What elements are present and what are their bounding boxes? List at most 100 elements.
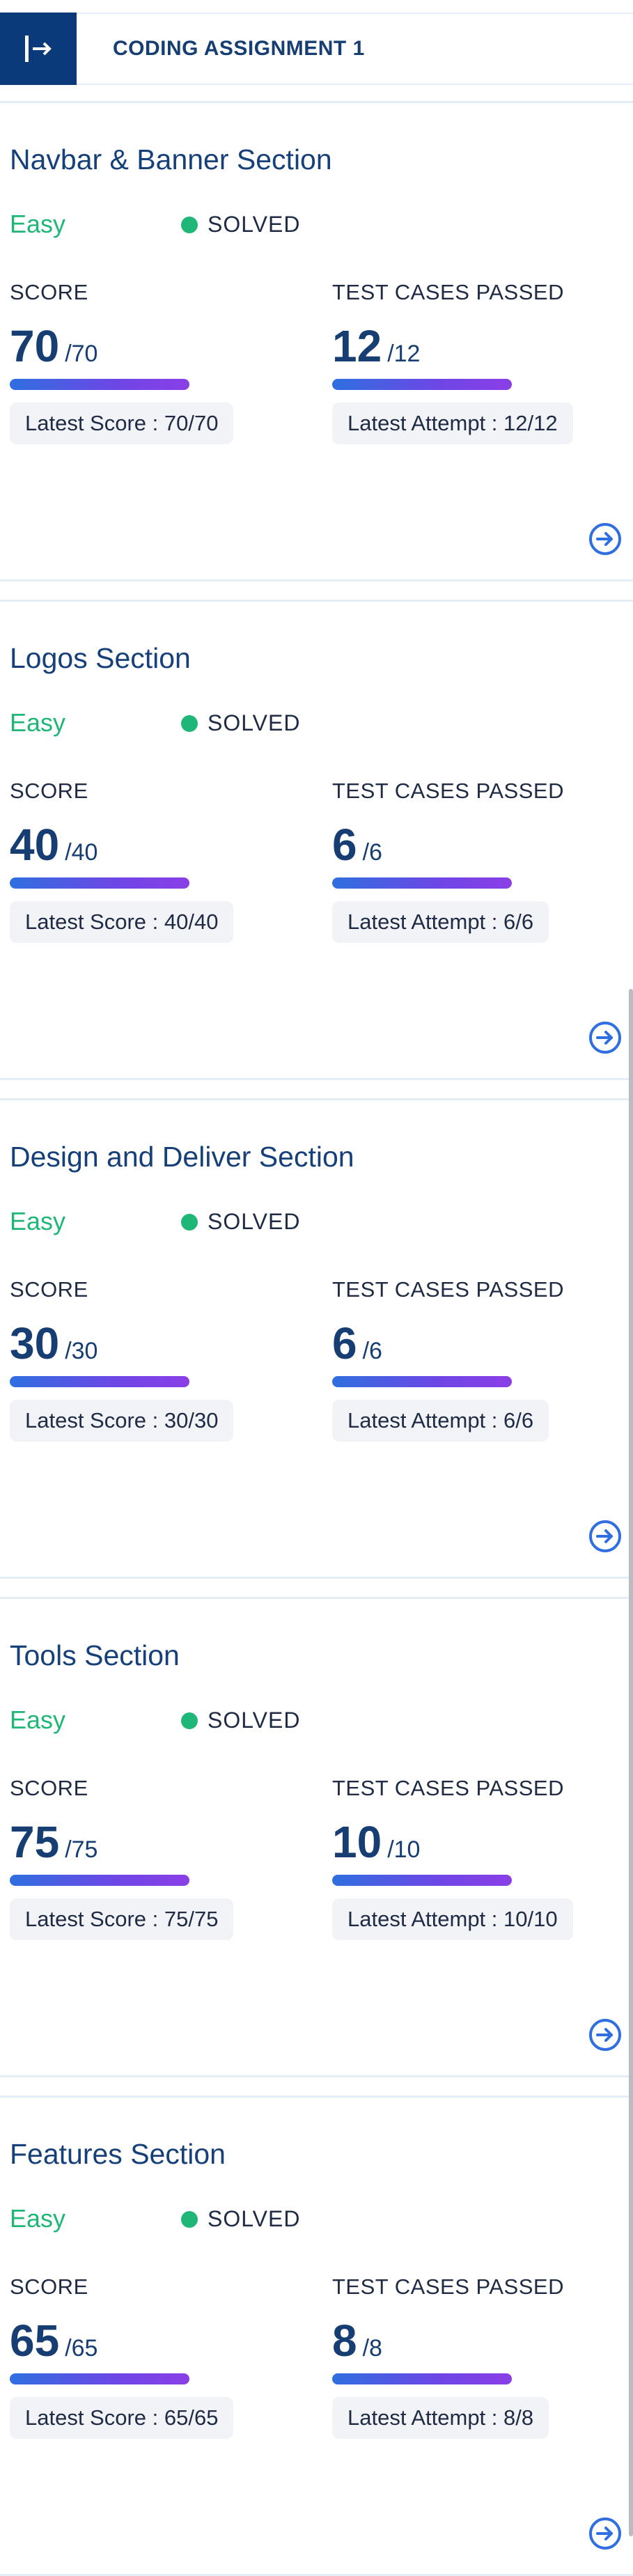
question-title[interactable]: Features Section [10,2138,226,2170]
tests-label: TEST CASES PASSED [332,280,564,304]
tests-value: 6 /6 [332,819,611,871]
arrow-right-circle-icon[interactable] [587,1020,623,1056]
difficulty-label: Easy [10,1705,66,1734]
score-progress-bar [10,2373,189,2384]
tests-total: /10 [387,1836,421,1863]
question-card[interactable]: Design and Deliver Section Easy SOLVED S… [0,1098,633,1579]
score-total: /75 [65,1836,98,1863]
score-value: 75 /75 [10,1816,288,1868]
status-text: SOLVED [208,2206,301,2231]
score-metric: SCORE 30 /30 Latest Score : 30/30 [10,1277,288,1442]
tests-value: 12 /12 [332,320,611,372]
sidebar-toggle-button[interactable] [0,13,77,85]
solved-dot-icon [181,216,198,233]
solved-dot-icon [181,715,198,732]
tests-progress-bar [332,1376,512,1387]
score-total: /65 [65,2335,98,2362]
tests-metric: TEST CASES PASSED 10 /10 Latest Attempt … [332,1776,611,1940]
arrow-right-circle-icon[interactable] [587,2515,623,2552]
tests-total: /12 [387,341,421,367]
difficulty-label: Easy [10,210,66,238]
score-number: 30 [10,1318,60,1368]
tests-number: 6 [332,1318,357,1368]
tests-number: 6 [332,820,357,870]
tests-total: /8 [362,2335,382,2362]
score-label: SCORE [10,280,88,304]
status-badge: SOLVED [181,710,300,736]
solved-dot-icon [181,1213,198,1231]
tests-progress-bar [332,1875,512,1886]
tests-total: /6 [362,839,382,866]
tests-number: 12 [332,321,382,371]
latest-attempt-pill: Latest Attempt : 6/6 [332,901,549,943]
sidebar-expand-icon [25,36,52,62]
status-badge: SOLVED [181,2206,300,2232]
score-value: 65 /65 [10,2315,288,2366]
tests-number: 10 [332,1817,382,1867]
score-number: 75 [10,1817,60,1867]
question-title[interactable]: Design and Deliver Section [10,1141,354,1173]
score-progress-bar [10,877,189,889]
tests-progress-bar [332,2373,512,2384]
tests-metric: TEST CASES PASSED 8 /8 Latest Attempt : … [332,2274,611,2439]
score-label: SCORE [10,2274,88,2299]
score-progress-bar [10,1875,189,1886]
tests-number: 8 [332,2316,357,2366]
latest-score-pill: Latest Score : 65/65 [10,2397,234,2439]
latest-score-pill: Latest Score : 40/40 [10,901,234,943]
solved-dot-icon [181,2210,198,2228]
latest-attempt-pill: Latest Attempt : 10/10 [332,1898,573,1940]
question-card[interactable]: Navbar & Banner Section Easy SOLVED SCOR… [0,101,633,581]
assignment-header: CODING ASSIGNMENT 1 [0,13,633,85]
score-progress-bar [10,379,189,390]
score-number: 70 [10,321,60,371]
score-metric: SCORE 75 /75 Latest Score : 75/75 [10,1776,288,1940]
latest-attempt-pill: Latest Attempt : 6/6 [332,1400,549,1442]
score-value: 30 /30 [10,1318,288,1369]
tests-metric: TEST CASES PASSED 6 /6 Latest Attempt : … [332,1277,611,1442]
question-title[interactable]: Logos Section [10,642,191,674]
question-title[interactable]: Tools Section [10,1639,180,1671]
latest-score-pill: Latest Score : 70/70 [10,403,234,444]
difficulty-label: Easy [10,1207,66,1235]
difficulty-label: Easy [10,708,66,737]
arrow-right-circle-icon[interactable] [587,521,623,557]
question-card[interactable]: Logos Section Easy SOLVED SCORE 40 /40 L… [0,600,633,1080]
tests-total: /6 [362,1338,382,1364]
status-text: SOLVED [208,212,301,237]
tests-value: 8 /8 [332,2315,611,2366]
latest-attempt-pill: Latest Attempt : 12/12 [332,403,573,444]
arrow-right-circle-icon[interactable] [587,2017,623,2053]
tests-label: TEST CASES PASSED [332,1277,564,1302]
page-scrollbar[interactable] [629,989,633,2536]
arrow-right-circle-icon[interactable] [587,1518,623,1554]
score-label: SCORE [10,1277,88,1302]
status-badge: SOLVED [181,1209,300,1235]
score-total: /30 [65,1338,98,1364]
score-value: 70 /70 [10,320,288,372]
score-progress-bar [10,1376,189,1387]
score-metric: SCORE 70 /70 Latest Score : 70/70 [10,280,288,444]
score-total: /70 [65,341,98,367]
status-text: SOLVED [208,1708,301,1733]
tests-value: 10 /10 [332,1816,611,1868]
status-badge: SOLVED [181,1708,300,1733]
question-card[interactable]: Features Section Easy SOLVED SCORE 65 /6… [0,2095,633,2576]
score-label: SCORE [10,1776,88,1800]
question-title[interactable]: Navbar & Banner Section [10,143,332,175]
tests-progress-bar [332,379,512,390]
tests-metric: TEST CASES PASSED 6 /6 Latest Attempt : … [332,779,611,943]
score-metric: SCORE 40 /40 Latest Score : 40/40 [10,779,288,943]
score-label: SCORE [10,779,88,803]
tests-value: 6 /6 [332,1318,611,1369]
tests-progress-bar [332,877,512,889]
tests-metric: TEST CASES PASSED 12 /12 Latest Attempt … [332,280,611,444]
score-value: 40 /40 [10,819,288,871]
status-text: SOLVED [208,710,301,735]
status-text: SOLVED [208,1209,301,1234]
tests-label: TEST CASES PASSED [332,2274,564,2299]
question-card[interactable]: Tools Section Easy SOLVED SCORE 75 /75 L… [0,1597,633,2077]
latest-score-pill: Latest Score : 75/75 [10,1898,234,1940]
tests-label: TEST CASES PASSED [332,779,564,803]
status-badge: SOLVED [181,212,300,237]
